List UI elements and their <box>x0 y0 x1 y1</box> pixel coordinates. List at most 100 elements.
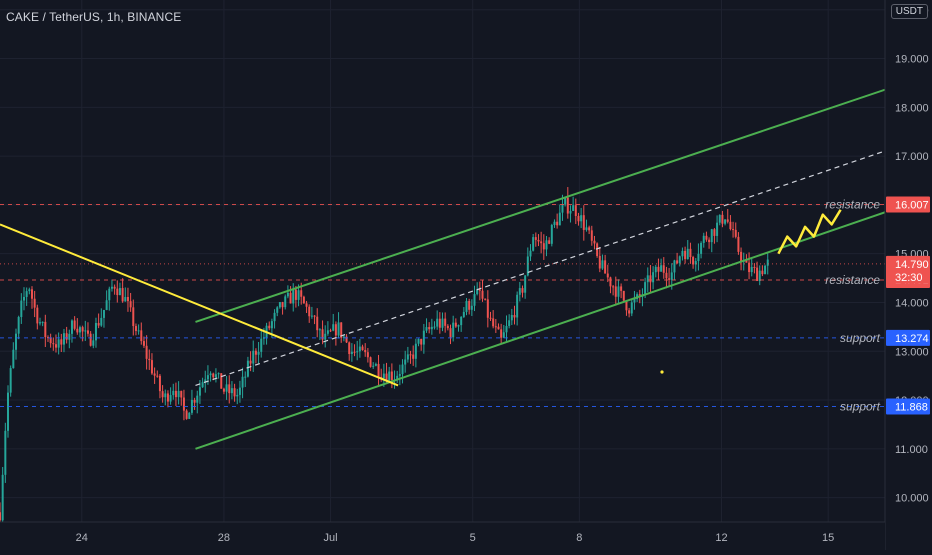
candle-body <box>449 328 452 338</box>
candle-body <box>190 399 193 413</box>
candle-body <box>260 338 263 352</box>
candle-body <box>582 215 585 230</box>
candle-body <box>510 315 513 321</box>
candle-body <box>686 248 689 260</box>
candle-body <box>462 311 465 317</box>
candle-body <box>0 512 1 521</box>
support-annotation: support <box>840 331 881 345</box>
candle-body <box>177 390 180 398</box>
candle-body <box>478 289 481 291</box>
candle-body <box>492 318 495 327</box>
candle-body <box>444 318 447 326</box>
resistance-tag-label: 16.007 <box>895 200 929 212</box>
candle-body <box>345 336 348 343</box>
candle-body <box>454 322 457 327</box>
candle-body <box>156 375 159 377</box>
candle-body <box>452 322 455 338</box>
candle-body <box>740 251 743 262</box>
candle-body <box>145 345 148 359</box>
candle-body <box>577 215 580 222</box>
time-tick-label: Jul <box>324 532 338 544</box>
candle-body <box>550 225 553 244</box>
candle-body <box>702 235 705 243</box>
candle-body <box>684 250 687 260</box>
candle-body <box>396 375 399 380</box>
candle-body <box>558 212 561 226</box>
candle-body <box>657 266 660 272</box>
candle-body <box>20 300 23 318</box>
candle-body <box>313 315 316 317</box>
candle-body <box>86 330 89 334</box>
candle-body <box>508 320 511 326</box>
currency-button[interactable]: USDT <box>890 4 928 19</box>
candle-body <box>542 243 545 250</box>
candle-body <box>473 294 476 306</box>
candle-body <box>276 307 279 313</box>
candle-body <box>564 197 567 205</box>
candle-body <box>54 344 57 348</box>
candle-body <box>110 286 113 289</box>
candle-body <box>417 338 420 344</box>
candle-body <box>532 237 535 251</box>
candle-body <box>630 302 633 314</box>
symbol-title[interactable]: CAKE / TetherUS, 1h, BINANCE <box>6 10 182 24</box>
candle-body <box>140 330 143 342</box>
candle-body <box>718 214 721 223</box>
candle-body <box>609 277 612 287</box>
candle-body <box>22 296 25 301</box>
candle-body <box>361 346 364 351</box>
candle-body <box>756 267 759 282</box>
candle-body <box>81 327 84 332</box>
candle-body <box>745 259 748 263</box>
candle-body <box>121 288 124 302</box>
candle-body <box>273 312 276 322</box>
candle-body <box>137 330 140 332</box>
candle-body <box>73 320 76 329</box>
candle-body <box>430 326 433 330</box>
candle-body <box>236 394 239 397</box>
candle-body <box>689 248 692 258</box>
candle-body <box>460 316 463 326</box>
candle-body <box>36 307 39 324</box>
candle-body <box>217 373 220 375</box>
candle-body <box>286 292 289 297</box>
price-tick-label: 11.000 <box>895 444 928 456</box>
resistance-tag <box>886 196 930 213</box>
candle-body <box>142 341 145 346</box>
channel-upper-line <box>195 72 932 323</box>
candle-body <box>4 430 7 475</box>
support-tag <box>886 398 930 415</box>
candle-body <box>404 359 407 365</box>
candle-body <box>49 337 52 344</box>
candle-body <box>678 256 681 264</box>
candle-body <box>38 322 41 324</box>
candle-body <box>150 360 153 374</box>
candle-body <box>148 358 151 361</box>
price-tick-label: 19.000 <box>895 54 929 66</box>
candle-body <box>414 343 417 359</box>
candles <box>0 187 769 527</box>
candle-body <box>590 230 593 241</box>
candle-body <box>662 265 665 273</box>
candle-body <box>78 327 81 333</box>
candle-body <box>348 342 351 355</box>
candle-body <box>406 354 409 360</box>
candle-body <box>113 286 116 289</box>
candle-body <box>625 300 628 311</box>
candle-body <box>249 360 252 364</box>
candle-body <box>502 332 505 338</box>
candle-body <box>476 289 479 295</box>
candle-body <box>465 300 468 312</box>
candle-body <box>332 324 335 331</box>
candle-body <box>206 375 209 380</box>
candle-body <box>52 343 55 345</box>
candle-body <box>412 354 415 359</box>
candle-body <box>180 390 183 398</box>
countdown-label: 32:30 <box>895 272 923 284</box>
candle-body <box>614 286 617 297</box>
candle-body <box>124 297 127 302</box>
candle-body <box>697 253 700 262</box>
candle-body <box>105 300 108 310</box>
